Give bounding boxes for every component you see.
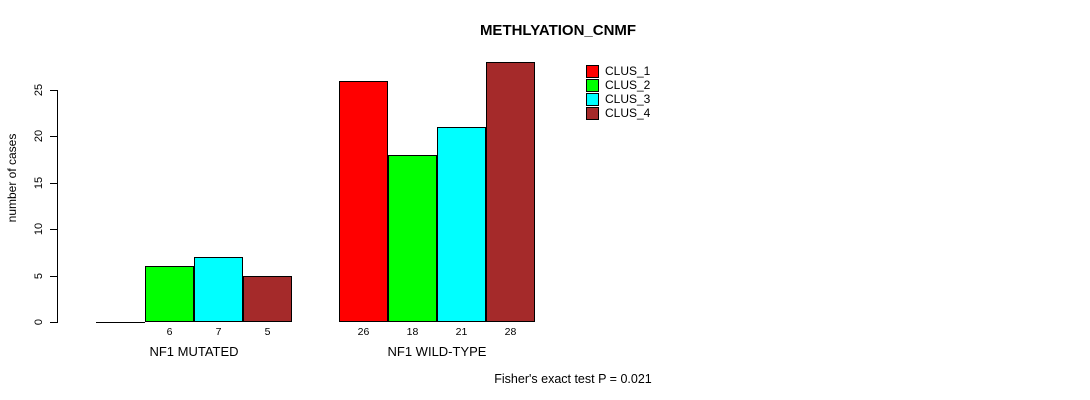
legend-label: CLUS_3 <box>605 92 651 106</box>
bar-clus-3-nf1-mutated <box>194 257 243 322</box>
bar-value-label: 21 <box>455 326 468 338</box>
bar-clus-1-nf1-mutated <box>96 322 145 323</box>
bar-value-label: 5 <box>264 326 271 338</box>
y-axis-line <box>57 90 58 323</box>
x-category-label-nf1-wild-type: NF1 WILD-TYPE <box>387 344 487 359</box>
y-tick-label: 25 <box>33 83 45 97</box>
bar-clus-4-nf1-wild-type <box>486 62 535 322</box>
bar-clus-3-nf1-wild-type <box>437 127 486 322</box>
bar-value-label: 7 <box>215 326 222 338</box>
legend-item-clus-3: CLUS_3 <box>586 93 650 106</box>
y-tick <box>50 136 57 138</box>
legend-swatch-clus-2 <box>586 79 599 92</box>
bar-clus-2-nf1-mutated <box>145 266 194 322</box>
y-tick-label: 15 <box>33 176 45 189</box>
bar-value-label: 28 <box>504 326 517 338</box>
legend-label: CLUS_2 <box>605 78 651 92</box>
legend-item-clus-1: CLUS_1 <box>586 65 650 78</box>
bar-value-label: 6 <box>166 326 173 338</box>
bar-value-label: 26 <box>357 326 370 338</box>
bar-clus-1-nf1-wild-type <box>339 81 388 322</box>
legend-swatch-clus-1 <box>586 65 599 78</box>
bar-value-label: 18 <box>406 326 419 338</box>
y-tick-label: 5 <box>33 272 45 279</box>
y-axis-label: number of cases <box>5 133 19 223</box>
y-tick <box>50 229 57 231</box>
y-tick-label: 10 <box>33 223 45 236</box>
legend-swatch-clus-4 <box>586 107 599 120</box>
y-tick-label: 0 <box>33 318 45 326</box>
x-category-label-nf1-mutated: NF1 MUTATED <box>149 344 239 359</box>
y-tick <box>50 275 57 277</box>
y-tick <box>50 90 57 91</box>
legend-label: CLUS_4 <box>605 106 651 120</box>
y-tick <box>50 322 57 323</box>
bar-clus-2-nf1-wild-type <box>388 155 437 322</box>
legend-item-clus-2: CLUS_2 <box>586 79 650 92</box>
legend-item-clus-4: CLUS_4 <box>586 107 650 120</box>
chart-title: METHLYATION_CNMF <box>479 22 637 39</box>
y-tick <box>50 182 57 184</box>
y-tick-label: 20 <box>33 130 45 143</box>
legend-label: CLUS_1 <box>605 64 651 78</box>
legend-swatch-clus-3 <box>586 93 599 106</box>
annotation-text: Fisher's exact test P = 0.021 <box>494 372 652 386</box>
bar-clus-4-nf1-mutated <box>243 276 292 322</box>
